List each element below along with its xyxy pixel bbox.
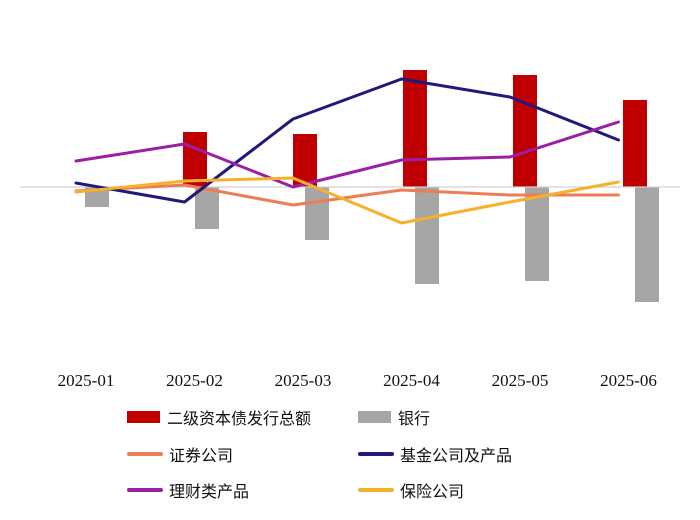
bar-bank-2025-01 bbox=[85, 187, 109, 207]
bar-bank-2025-04 bbox=[415, 187, 439, 284]
bar-issuance-total-2025-04 bbox=[403, 70, 427, 187]
x-tick-label: 2025-03 bbox=[275, 371, 332, 390]
line-fund bbox=[74, 77, 620, 204]
line-securities bbox=[74, 183, 620, 207]
bar-issuance-total-2025-05 bbox=[513, 75, 537, 187]
bar-issuance-total-2025-02 bbox=[183, 132, 207, 187]
x-tick-label: 2025-06 bbox=[600, 371, 657, 390]
bar-issuance-total-2025-06 bbox=[623, 100, 647, 187]
bar-bank-2025-03 bbox=[305, 187, 329, 240]
bar-bank-2025-06 bbox=[635, 187, 659, 302]
line-wealth bbox=[74, 120, 620, 189]
x-tick-label: 2025-02 bbox=[166, 371, 223, 390]
bar-bank-2025-05 bbox=[525, 187, 549, 281]
x-axis-tick-labels: 2025-01 2025-02 2025-03 2025-04 2025-05 2025-… bbox=[58, 371, 657, 390]
bar-bank-2025-02 bbox=[195, 187, 219, 229]
x-tick-label: 2025-01 bbox=[58, 371, 115, 390]
line-insurance bbox=[74, 176, 620, 225]
bars-layer bbox=[85, 70, 659, 302]
x-tick-label: 2025-05 bbox=[492, 371, 549, 390]
x-tick-label: 2025-04 bbox=[383, 371, 440, 390]
lines-layer bbox=[74, 77, 620, 225]
